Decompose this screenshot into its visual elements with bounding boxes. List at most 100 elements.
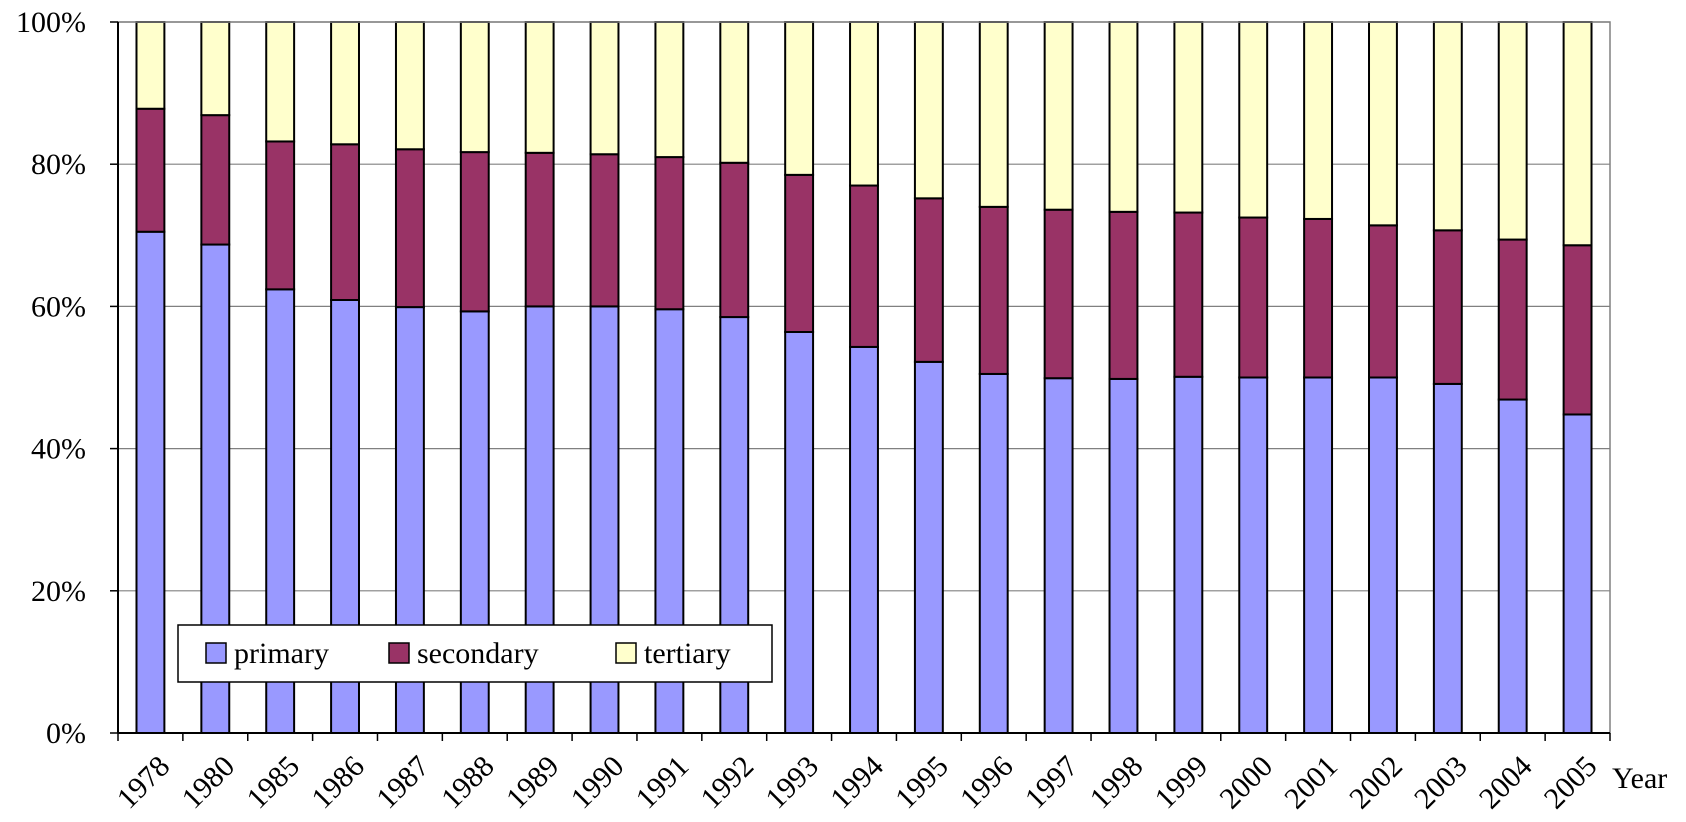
bars bbox=[135, 21, 1593, 734]
y-tick-labels: 0% 20% 40% 60% 80% 100% bbox=[16, 6, 118, 750]
bar-secondary-1985 bbox=[265, 140, 296, 291]
bar-secondary-1993 bbox=[784, 173, 815, 333]
x-tick-label: 1985 bbox=[240, 750, 306, 816]
x-tick-label: 2005 bbox=[1538, 750, 1604, 816]
x-tick-label: 1987 bbox=[370, 750, 436, 816]
bar-tertiary-2003 bbox=[1432, 21, 1463, 232]
x-tick-label: 1988 bbox=[435, 750, 501, 816]
bar-tertiary-1999 bbox=[1173, 21, 1204, 214]
bar-primary-1997 bbox=[1043, 377, 1074, 734]
x-tick-label: 1994 bbox=[824, 750, 890, 816]
x-tick-label: 1997 bbox=[1019, 750, 1085, 816]
x-tick-label: 1990 bbox=[565, 750, 631, 816]
y-tick-label: 0% bbox=[46, 717, 86, 750]
legend: primary secondary tertiary bbox=[177, 624, 773, 683]
bar-secondary-1994 bbox=[849, 184, 879, 348]
legend-swatch-primary bbox=[205, 642, 227, 664]
bar-tertiary-1996 bbox=[978, 21, 1009, 208]
bar-primary-1978 bbox=[135, 230, 166, 734]
bar-tertiary-2000 bbox=[1238, 21, 1269, 219]
bar-secondary-2003 bbox=[1432, 229, 1463, 385]
bar-secondary-1992 bbox=[719, 161, 750, 319]
bar-secondary-2005 bbox=[1562, 244, 1593, 416]
bar-tertiary-1998 bbox=[1108, 21, 1139, 213]
x-tick-label: 1989 bbox=[500, 750, 566, 816]
x-tick-label: 1998 bbox=[1084, 750, 1150, 816]
bar-tertiary-1989 bbox=[524, 21, 555, 154]
x-tick-label: 1991 bbox=[630, 750, 696, 816]
bar-secondary-1999 bbox=[1173, 211, 1204, 378]
bar-tertiary-1995 bbox=[913, 21, 944, 200]
bar-tertiary-2001 bbox=[1303, 21, 1334, 220]
x-tick-label: 1999 bbox=[1149, 750, 1215, 816]
x-tick-label: 1992 bbox=[694, 750, 760, 816]
bar-secondary-2002 bbox=[1368, 224, 1398, 379]
x-tick-label: 1996 bbox=[954, 750, 1020, 816]
bar-tertiary-2005 bbox=[1562, 21, 1593, 247]
x-axis-title: Year bbox=[1612, 762, 1667, 795]
bar-secondary-2001 bbox=[1303, 217, 1334, 379]
bar-tertiary-1990 bbox=[589, 21, 620, 156]
x-tick-label: 1995 bbox=[889, 750, 955, 816]
bar-secondary-1998 bbox=[1108, 210, 1139, 380]
y-tick-label: 20% bbox=[31, 575, 86, 608]
bar-secondary-1988 bbox=[459, 151, 490, 313]
bar-secondary-1990 bbox=[589, 153, 620, 308]
bar-primary-1993 bbox=[784, 330, 815, 734]
bar-tertiary-1985 bbox=[265, 21, 296, 143]
bar-secondary-1978 bbox=[135, 107, 166, 233]
bar-primary-2004 bbox=[1497, 398, 1528, 734]
bar-primary-2002 bbox=[1368, 376, 1398, 734]
bar-primary-2005 bbox=[1562, 413, 1593, 734]
axes bbox=[117, 21, 1611, 741]
bar-primary-1995 bbox=[913, 360, 944, 734]
x-tick-label: 2003 bbox=[1408, 750, 1474, 816]
bar-primary-1998 bbox=[1108, 377, 1139, 734]
bar-secondary-1996 bbox=[978, 205, 1009, 375]
bar-secondary-1997 bbox=[1043, 208, 1074, 380]
x-tick-label: 1978 bbox=[111, 750, 177, 816]
x-tick-label: 1980 bbox=[175, 750, 241, 816]
bar-tertiary-1987 bbox=[394, 21, 425, 151]
bar-primary-1994 bbox=[849, 345, 879, 734]
bar-secondary-1987 bbox=[394, 148, 425, 309]
bar-tertiary-2002 bbox=[1368, 21, 1398, 227]
bar-tertiary-1997 bbox=[1043, 21, 1074, 211]
bar-secondary-1991 bbox=[654, 156, 685, 311]
bar-primary-1996 bbox=[978, 372, 1009, 734]
y-tick-label: 40% bbox=[31, 433, 86, 466]
x-tick-label: 1993 bbox=[759, 750, 825, 816]
bar-primary-1999 bbox=[1173, 375, 1204, 734]
bar-tertiary-1994 bbox=[849, 21, 879, 187]
bar-tertiary-1991 bbox=[654, 21, 685, 159]
legend-swatch-secondary bbox=[388, 642, 410, 664]
bar-secondary-2004 bbox=[1497, 238, 1528, 401]
bar-secondary-1989 bbox=[524, 151, 555, 308]
bar-primary-2001 bbox=[1303, 376, 1334, 734]
x-tick-label: 2001 bbox=[1278, 750, 1344, 816]
bar-tertiary-1993 bbox=[784, 21, 815, 176]
bar-tertiary-1992 bbox=[719, 21, 750, 164]
legend-box bbox=[177, 624, 773, 683]
y-tick-label: 80% bbox=[31, 148, 86, 181]
bar-secondary-1995 bbox=[913, 197, 944, 363]
bar-secondary-2000 bbox=[1238, 216, 1269, 379]
y-tick-label: 100% bbox=[16, 6, 86, 39]
legend-label-secondary: secondary bbox=[417, 637, 539, 670]
bar-tertiary-1978 bbox=[135, 21, 166, 110]
bar-primary-2003 bbox=[1432, 382, 1463, 734]
bar-secondary-1980 bbox=[200, 114, 231, 246]
legend-label-tertiary: tertiary bbox=[644, 637, 731, 670]
x-tick-label: 1986 bbox=[305, 750, 371, 816]
x-tick-label: 2004 bbox=[1473, 750, 1539, 816]
bar-tertiary-1980 bbox=[200, 21, 231, 117]
bar-tertiary-1986 bbox=[330, 21, 360, 146]
x-tick-label: 2002 bbox=[1343, 750, 1409, 816]
x-tick-labels: 1978 1980 1985 1986 1987 1988 1989 1990 1991 1992… bbox=[111, 750, 1604, 816]
bar-tertiary-1988 bbox=[459, 21, 490, 154]
legend-swatch-tertiary bbox=[615, 642, 637, 664]
legend-label-primary: primary bbox=[234, 637, 329, 670]
bar-tertiary-2004 bbox=[1497, 21, 1528, 241]
